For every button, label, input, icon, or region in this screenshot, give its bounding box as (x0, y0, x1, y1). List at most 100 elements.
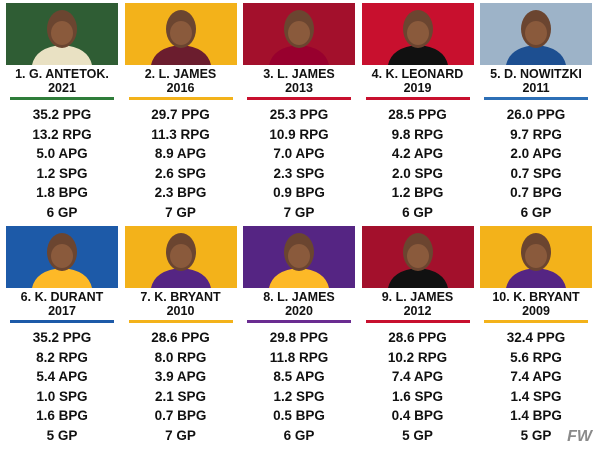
player-name: 1. G. ANTETOK. (15, 67, 109, 81)
stat-list: 26.0 PPG 9.7 RPG 2.0 APG 0.7 SPG 0.7 BPG 6 GP (478, 105, 594, 223)
stat-line: 7 GP (165, 427, 196, 443)
player-name-box: 1. G. ANTETOK. 2021 (4, 65, 120, 97)
stat-line: 5 GP (46, 427, 78, 443)
team-underline (128, 320, 233, 323)
team-underline (10, 320, 114, 323)
player-year: 2017 (48, 304, 76, 318)
stat-line: 0.7 BPG (510, 185, 562, 201)
player-name-box: 3. L. JAMES 2013 (241, 65, 357, 97)
stat-line: 1.4 BPG (510, 408, 562, 424)
stat-line: 7.4 APG (510, 369, 562, 385)
team-underline (10, 97, 114, 100)
stat-line: 4.2 APG (391, 146, 444, 162)
team-underline (484, 97, 588, 100)
player-name: 2. L. JAMES (144, 67, 217, 81)
photo-art (506, 233, 566, 288)
stat-line: 29.8 PPG (269, 330, 329, 345)
player-name: 3. L. JAMES (263, 67, 335, 81)
stat-line: 11.3 RPG (151, 126, 210, 142)
stat-line: 2.0 SPG (391, 165, 444, 181)
stat-line: 2.6 SPG (154, 165, 207, 181)
stat-line: 35.2 PPG (32, 107, 92, 122)
stat-line: 5 GP (520, 427, 552, 443)
player-photo (480, 226, 592, 288)
stat-line: 28.5 PPG (388, 107, 447, 122)
stat-line: 11.8 RPG (269, 349, 329, 365)
player-name-box: 6. K. DURANT 2017 (4, 288, 120, 320)
stat-line: 6 GP (402, 204, 433, 220)
stat-line: 0.5 BPG (273, 408, 325, 424)
player-name-box: 10. K. BRYANT 2009 (478, 288, 594, 320)
stat-line: 6 GP (520, 204, 552, 220)
stat-line: 5.6 RPG (510, 349, 562, 365)
team-underline (484, 320, 588, 323)
stat-line: 9.7 RPG (510, 126, 562, 142)
stat-line: 35.2 PPG (32, 330, 92, 345)
player-name-box: 7. K. BRYANT 2010 (123, 288, 239, 320)
stat-line: 3.9 APG (154, 369, 207, 385)
stat-line: 9.8 RPG (391, 126, 444, 142)
team-underline (247, 97, 351, 100)
player-year: 2016 (166, 81, 195, 95)
stat-line: 1.0 SPG (36, 388, 88, 404)
stat-line: 28.6 PPG (151, 330, 210, 345)
player-year: 2013 (285, 81, 313, 95)
player-name-box: 8. L. JAMES 2020 (241, 288, 357, 320)
stat-line: 6 GP (283, 427, 315, 443)
team-underline (247, 320, 351, 323)
stat-line: 25.3 PPG (269, 107, 329, 122)
player-year: 2011 (522, 81, 550, 95)
player-photo (243, 226, 355, 288)
photo-art (387, 233, 448, 288)
stat-line: 13.2 RPG (32, 126, 92, 142)
stat-line: 1.2 SPG (36, 165, 88, 181)
player-photo (6, 3, 118, 65)
stat-list: 28.5 PPG 9.8 RPG 4.2 APG 2.0 SPG 1.2 BPG 6 GP (360, 105, 476, 223)
stat-line: 0.7 SPG (510, 165, 562, 181)
stat-line: 10.9 RPG (269, 126, 329, 142)
player-name: 10. K. BRYANT (492, 290, 580, 304)
player-name: 8. L. JAMES (263, 290, 335, 304)
team-underline (128, 97, 233, 100)
stat-line: 1.6 BPG (36, 408, 88, 424)
stat-list: 35.2 PPG 13.2 RPG 5.0 APG 1.2 SPG 1.8 BPG 6 G… (4, 105, 120, 223)
player-year: 2010 (166, 304, 195, 318)
stat-line: 1.6 SPG (391, 388, 444, 404)
player-photo (361, 3, 474, 65)
stat-line: 1.8 BPG (36, 185, 88, 201)
stat-list: 29.7 PPG 11.3 RPG 8.9 APG 2.6 SPG 2.3 BPG 7 G… (123, 105, 239, 223)
stat-line: 6 GP (46, 204, 78, 220)
stat-line: 2.0 APG (510, 146, 562, 162)
stat-line: 28.6 PPG (388, 330, 447, 345)
player-photo (361, 226, 474, 288)
stat-line: 1.4 SPG (510, 388, 562, 404)
stat-line: 5.0 APG (36, 146, 88, 162)
stat-line: 7 GP (165, 204, 196, 220)
player-name: 9. L. JAMES (381, 290, 454, 304)
stat-line: 0.4 BPG (391, 408, 444, 424)
photo-art (32, 10, 92, 65)
stat-line: 7.4 APG (391, 369, 444, 385)
stat-line: 2.1 SPG (154, 388, 207, 404)
player-year: 2019 (403, 81, 432, 95)
player-name: 7. K. BRYANT (140, 290, 221, 304)
stat-line: 29.7 PPG (151, 107, 210, 122)
stat-list: 29.8 PPG 11.8 RPG 8.5 APG 1.2 SPG 0.5 BPG 6 G… (241, 328, 357, 446)
player-year: 2009 (522, 304, 550, 318)
player-photo (124, 3, 237, 65)
photo-art (150, 10, 211, 65)
player-photo (480, 3, 592, 65)
team-underline (365, 320, 470, 323)
photo-art (150, 233, 211, 288)
stat-list: 35.2 PPG 8.2 RPG 5.4 APG 1.0 SPG 1.6 BPG 5 GP (4, 328, 120, 446)
stat-line: 10.2 RPG (387, 349, 448, 365)
stat-line: 8.0 RPG (154, 349, 207, 365)
player-year: 2021 (48, 81, 76, 95)
stat-list: 28.6 PPG 8.0 RPG 3.9 APG 2.1 SPG 0.7 BPG 7 GP (123, 328, 239, 446)
stat-line: 2.3 SPG (273, 165, 325, 181)
stat-list: 25.3 PPG 10.9 RPG 7.0 APG 2.3 SPG 0.9 BPG 7 G… (241, 105, 357, 223)
stat-line: 26.0 PPG (506, 107, 566, 122)
stat-list: 28.6 PPG 10.2 RPG 7.4 APG 1.6 SPG 0.4 BPG 5 G… (360, 328, 476, 446)
stat-line: 1.2 SPG (273, 388, 325, 404)
